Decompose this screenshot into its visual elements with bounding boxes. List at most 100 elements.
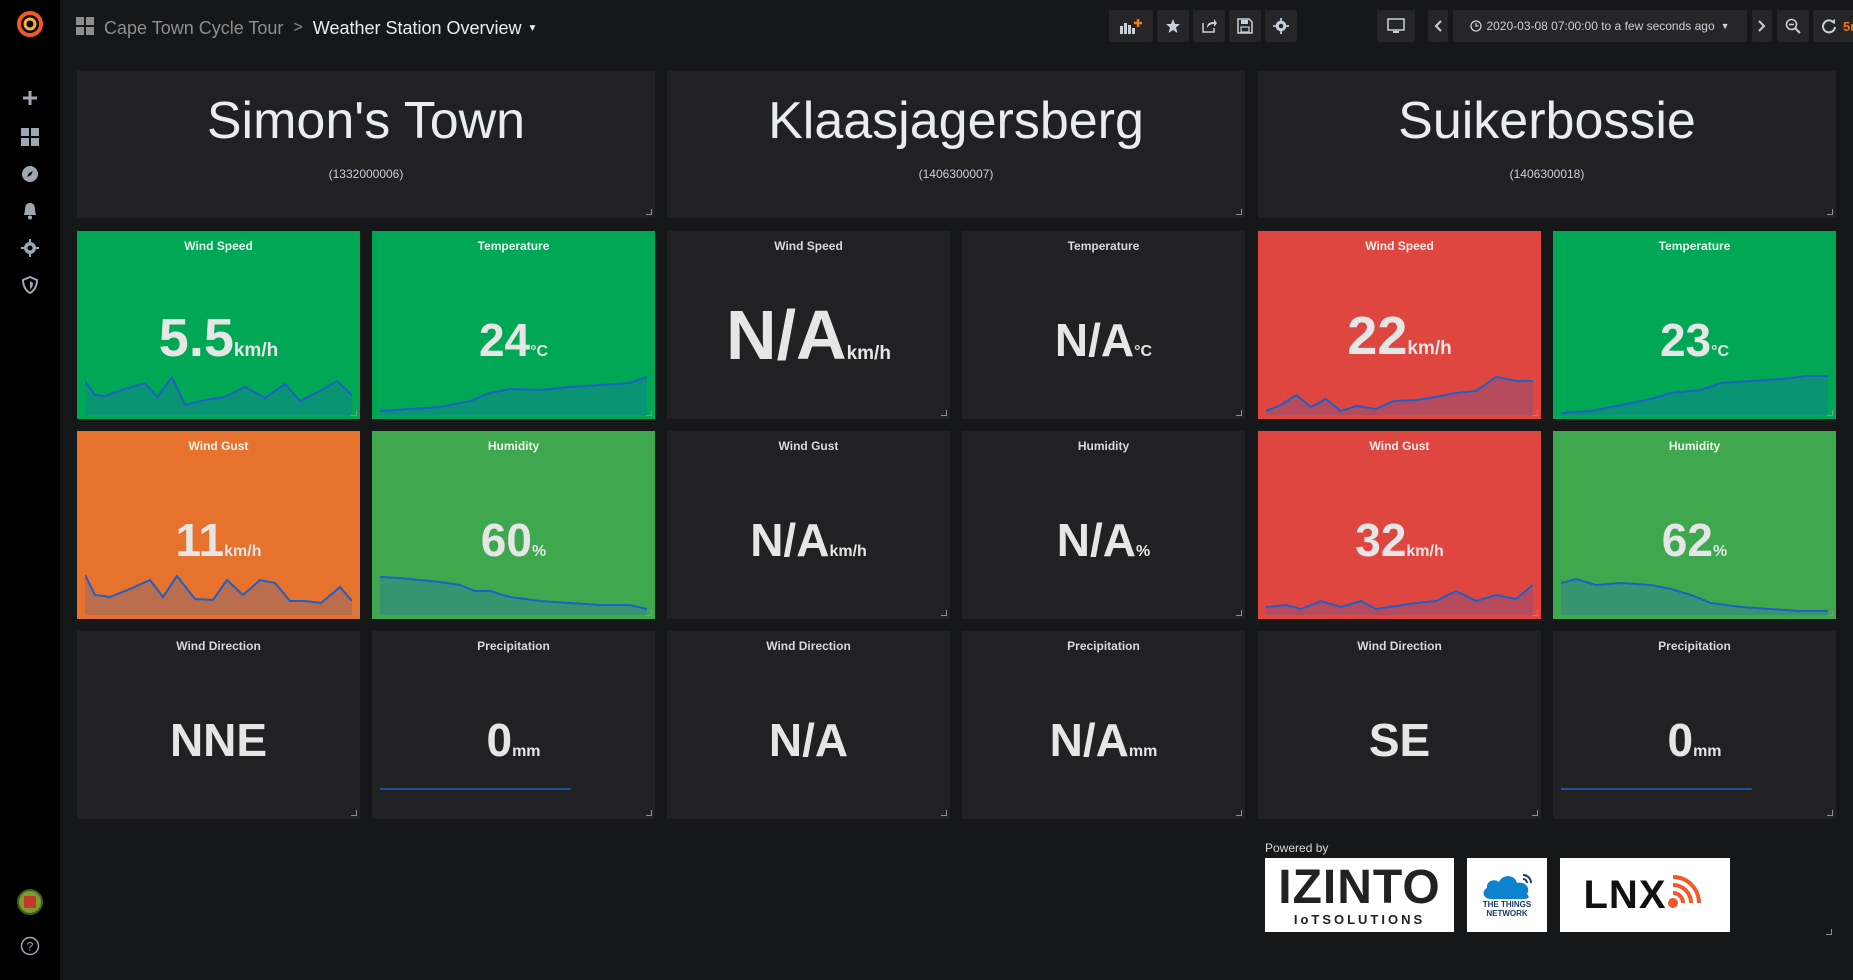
wind-direction-panel[interactable]: Wind Direction NNE — [77, 631, 360, 819]
gear-icon[interactable] — [14, 232, 46, 264]
station-id: (1332000006) — [328, 167, 404, 181]
wind-direction-panel[interactable]: Wind Direction SE — [1258, 631, 1541, 819]
resize-handle[interactable] — [1236, 810, 1242, 816]
stat-value: 5.5km/h — [77, 307, 360, 369]
resize-handle[interactable] — [1826, 929, 1832, 935]
panel-title[interactable]: Wind Direction — [176, 639, 261, 653]
dashboards-icon[interactable] — [76, 16, 94, 40]
precipitation-panel[interactable]: Precipitation 0mm — [372, 631, 655, 819]
bell-icon[interactable] — [14, 195, 46, 227]
wind-gust-panel[interactable]: Wind Gust 11km/h — [77, 431, 360, 619]
precipitation-panel[interactable]: Precipitation N/Amm — [962, 631, 1245, 819]
panel-title[interactable]: Wind Gust — [1369, 439, 1430, 453]
shield-icon[interactable] — [14, 269, 46, 301]
temperature-panel[interactable]: Temperature N/A°C — [962, 231, 1245, 419]
panel-title[interactable]: Wind Speed — [184, 239, 253, 253]
stat-value: N/A% — [962, 513, 1245, 567]
panel-title[interactable]: Wind Speed — [774, 239, 843, 253]
sparkline — [1561, 375, 1828, 415]
humidity-panel[interactable]: Humidity 62% — [1553, 431, 1836, 619]
wind-speed-panel[interactable]: Wind Speed N/Akm/h — [667, 231, 950, 419]
temperature-panel[interactable]: Temperature 23°C — [1553, 231, 1836, 419]
panel-title[interactable]: Temperature — [1067, 239, 1140, 253]
humidity-panel[interactable]: Humidity 60% — [372, 431, 655, 619]
save-button[interactable] — [1229, 10, 1261, 42]
refresh-picker[interactable]: 5m ▼ — [1813, 10, 1853, 42]
stat-number: N/A — [750, 514, 830, 566]
stat-unit: mm — [1128, 743, 1158, 760]
resize-handle[interactable] — [1532, 410, 1538, 416]
panel-title[interactable]: Humidity — [487, 439, 540, 453]
stat-number: 24 — [478, 314, 531, 366]
stat-value: 24°C — [372, 313, 655, 367]
resize-handle[interactable] — [646, 610, 652, 616]
stat-value: 0mm — [1553, 713, 1836, 767]
humidity-panel[interactable]: Humidity N/A% — [962, 431, 1245, 619]
settings-button[interactable] — [1265, 10, 1297, 42]
tv-mode-button[interactable] — [1377, 10, 1415, 42]
avatar[interactable] — [14, 886, 46, 918]
resize-handle[interactable] — [1236, 610, 1242, 616]
stat-value: 11km/h — [77, 513, 360, 567]
wind-speed-panel[interactable]: Wind Speed 22km/h — [1258, 231, 1541, 419]
precipitation-panel[interactable]: Precipitation 0mm — [1553, 631, 1836, 819]
resize-handle[interactable] — [646, 410, 652, 416]
resize-handle[interactable] — [351, 410, 357, 416]
wind-speed-panel[interactable]: Wind Speed 5.5km/h — [77, 231, 360, 419]
share-button[interactable] — [1193, 10, 1225, 42]
panel-title[interactable]: Humidity — [1668, 439, 1721, 453]
panel-title[interactable]: Temperature — [1658, 239, 1731, 253]
resize-handle[interactable] — [941, 410, 947, 416]
panel-title[interactable]: Humidity — [1077, 439, 1130, 453]
plus-icon[interactable] — [14, 82, 46, 114]
resize-handle[interactable] — [1827, 410, 1833, 416]
resize-handle[interactable] — [351, 810, 357, 816]
resize-handle[interactable] — [1827, 810, 1833, 816]
wind-gust-panel[interactable]: Wind Gust 32km/h — [1258, 431, 1541, 619]
panel-title[interactable]: Wind Direction — [766, 639, 851, 653]
resize-handle[interactable] — [1532, 810, 1538, 816]
resize-handle[interactable] — [1236, 410, 1242, 416]
resize-handle[interactable] — [351, 610, 357, 616]
wind-gust-panel[interactable]: Wind Gust N/Akm/h — [667, 431, 950, 619]
temperature-panel[interactable]: Temperature 24°C — [372, 231, 655, 419]
wind-direction-panel[interactable]: Wind Direction N/A — [667, 631, 950, 819]
grafana-logo-icon[interactable] — [14, 8, 46, 40]
add-panel-button[interactable] — [1109, 10, 1153, 42]
panel-title[interactable]: Temperature — [477, 239, 550, 253]
resize-handle[interactable] — [646, 810, 652, 816]
time-range-picker[interactable]: 2020-03-08 07:00:00 to a few seconds ago… — [1453, 10, 1747, 42]
powered-by-label: Powered by — [1265, 841, 1329, 855]
help-icon[interactable]: ? — [14, 930, 46, 962]
stat-number: 22 — [1347, 306, 1408, 366]
caret-down-icon[interactable]: ▼ — [527, 22, 538, 34]
zoom-out-button[interactable] — [1777, 10, 1809, 42]
chevron-left-icon — [1434, 20, 1442, 32]
panel-title[interactable]: Wind Gust — [778, 439, 839, 453]
resize-handle[interactable] — [1827, 610, 1833, 616]
resize-handle[interactable] — [646, 209, 652, 215]
panel-title[interactable]: Precipitation — [477, 639, 550, 653]
resize-handle[interactable] — [1827, 209, 1833, 215]
resize-handle[interactable] — [941, 810, 947, 816]
explore-icon[interactable] — [14, 158, 46, 190]
panel-title[interactable]: Wind Direction — [1357, 639, 1442, 653]
time-back-button[interactable] — [1428, 10, 1448, 42]
dashboards-icon[interactable] — [14, 121, 46, 153]
panel-title[interactable]: Precipitation — [1067, 639, 1140, 653]
signal-icon — [1667, 875, 1701, 908]
stat-value: N/Akm/h — [667, 295, 950, 375]
time-forward-button[interactable] — [1752, 10, 1772, 42]
panel-title[interactable]: Wind Speed — [1365, 239, 1434, 253]
resize-handle[interactable] — [1532, 610, 1538, 616]
dashboard-title[interactable]: Weather Station Overview — [312, 17, 522, 38]
panel-title[interactable]: Wind Gust — [188, 439, 249, 453]
resize-handle[interactable] — [941, 610, 947, 616]
resize-handle[interactable] — [1236, 209, 1242, 215]
panel-title[interactable]: Precipitation — [1658, 639, 1731, 653]
breadcrumb-folder[interactable]: Cape Town Cycle Tour — [104, 17, 284, 38]
stat-value: SE — [1258, 713, 1541, 767]
stat-unit: °C — [1711, 343, 1730, 360]
star-button[interactable] — [1157, 10, 1189, 42]
station-id: (1406300007) — [918, 167, 994, 181]
